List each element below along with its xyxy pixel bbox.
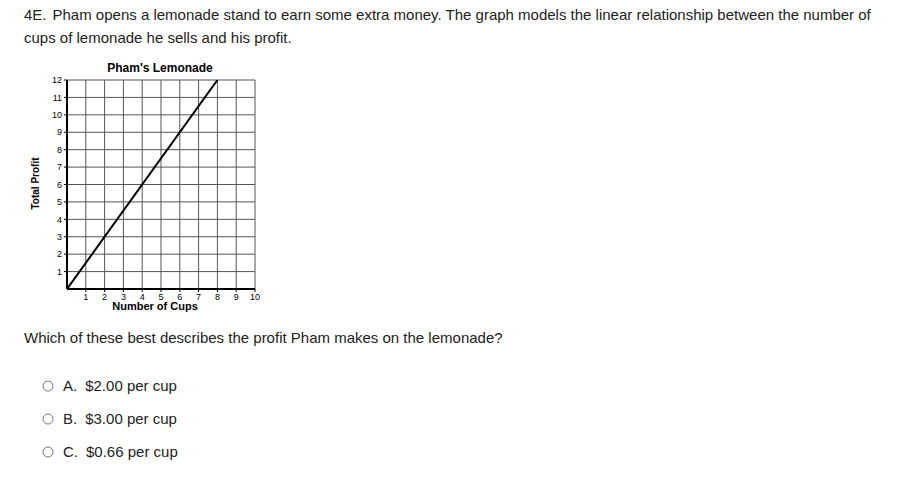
svg-text:11: 11 xyxy=(53,93,62,103)
html-text:Total Profit: Total Profit xyxy=(29,157,41,210)
svg-text:9: 9 xyxy=(234,292,239,302)
svg-text:10: 10 xyxy=(250,292,260,302)
html-text:Pham's Lemonade: Pham's Lemonade xyxy=(107,61,213,75)
svg-text:12: 12 xyxy=(52,75,62,85)
svg-text:7: 7 xyxy=(57,162,62,172)
html-text:$0.66 per cup: $0.66 per cup xyxy=(86,443,178,460)
html-text:4E. Pham opens a lemonade stan: 4E. Pham opens a lemonade stand to earn … xyxy=(24,6,871,46)
svg-text:7: 7 xyxy=(196,292,201,302)
html-text:$2.00 per cup: $2.00 per cup xyxy=(85,377,177,394)
svg-text:6: 6 xyxy=(57,180,62,190)
svg-text:8: 8 xyxy=(57,145,62,155)
svg-text:3: 3 xyxy=(121,292,126,302)
html-text:Which of these best describes: Which of these best describes the profit… xyxy=(24,329,503,346)
svg-text:5: 5 xyxy=(57,197,62,207)
svg-text:8: 8 xyxy=(215,292,220,302)
html-text:B.: B. xyxy=(63,410,78,427)
svg-text:2: 2 xyxy=(57,249,62,259)
svg-text:4: 4 xyxy=(140,292,145,302)
html-text:$3.00 per cup: $3.00 per cup xyxy=(85,410,177,427)
svg-text:1: 1 xyxy=(83,292,88,302)
svg-text:10: 10 xyxy=(52,110,62,120)
html-text:A.: A. xyxy=(63,377,78,394)
html-text:C.: C. xyxy=(63,443,78,460)
svg-text:5: 5 xyxy=(158,292,163,302)
html-text:Number of Cups: Number of Cups xyxy=(112,300,198,312)
svg-text:2: 2 xyxy=(102,292,107,302)
svg-text:4: 4 xyxy=(57,215,62,225)
svg-text:6: 6 xyxy=(177,292,182,302)
svg-text:9: 9 xyxy=(57,127,62,137)
svg-text:3: 3 xyxy=(57,232,62,242)
svg-text:1: 1 xyxy=(57,267,62,277)
